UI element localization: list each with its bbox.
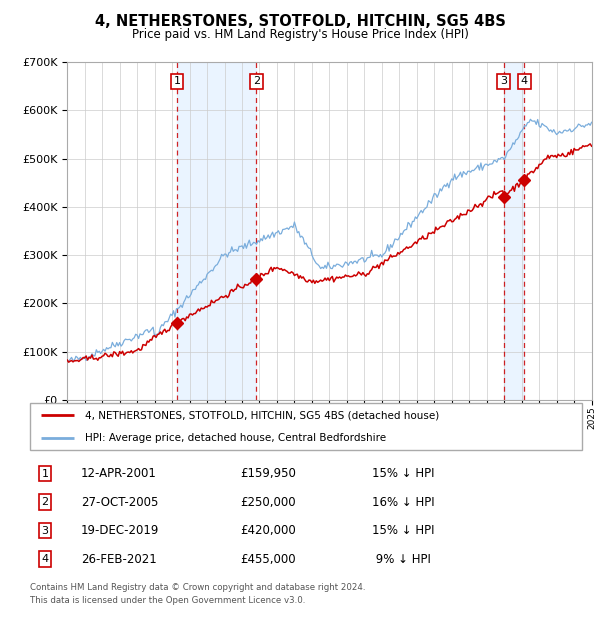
Text: HPI: Average price, detached house, Central Bedfordshire: HPI: Average price, detached house, Cent… xyxy=(85,433,386,443)
Text: 4: 4 xyxy=(41,554,49,564)
Text: Price paid vs. HM Land Registry's House Price Index (HPI): Price paid vs. HM Land Registry's House … xyxy=(131,28,469,40)
Text: 4, NETHERSTONES, STOTFOLD, HITCHIN, SG5 4BS: 4, NETHERSTONES, STOTFOLD, HITCHIN, SG5 … xyxy=(95,14,505,29)
Text: Contains HM Land Registry data © Crown copyright and database right 2024.: Contains HM Land Registry data © Crown c… xyxy=(30,583,365,592)
Text: 16% ↓ HPI: 16% ↓ HPI xyxy=(372,496,434,508)
FancyBboxPatch shape xyxy=(30,403,582,450)
Text: 12-APR-2001: 12-APR-2001 xyxy=(81,467,157,480)
Text: £159,950: £159,950 xyxy=(240,467,296,480)
Text: 1: 1 xyxy=(173,76,181,86)
Text: 4: 4 xyxy=(521,76,528,86)
Bar xyxy=(503,62,524,400)
Text: £420,000: £420,000 xyxy=(240,525,296,537)
Text: 2: 2 xyxy=(253,76,260,86)
Bar xyxy=(177,62,256,400)
Text: 2: 2 xyxy=(41,497,49,507)
Text: £455,000: £455,000 xyxy=(240,553,296,565)
Text: 27-OCT-2005: 27-OCT-2005 xyxy=(81,496,158,508)
Text: 26-FEB-2021: 26-FEB-2021 xyxy=(81,553,157,565)
Text: 19-DEC-2019: 19-DEC-2019 xyxy=(81,525,160,537)
Text: £250,000: £250,000 xyxy=(240,496,296,508)
Text: 15% ↓ HPI: 15% ↓ HPI xyxy=(372,467,434,480)
Text: 4, NETHERSTONES, STOTFOLD, HITCHIN, SG5 4BS (detached house): 4, NETHERSTONES, STOTFOLD, HITCHIN, SG5 … xyxy=(85,410,439,420)
Text: 1: 1 xyxy=(41,469,49,479)
Text: 9% ↓ HPI: 9% ↓ HPI xyxy=(372,553,431,565)
Text: 15% ↓ HPI: 15% ↓ HPI xyxy=(372,525,434,537)
Text: 3: 3 xyxy=(41,526,49,536)
Text: This data is licensed under the Open Government Licence v3.0.: This data is licensed under the Open Gov… xyxy=(30,596,305,604)
Text: 3: 3 xyxy=(500,76,507,86)
